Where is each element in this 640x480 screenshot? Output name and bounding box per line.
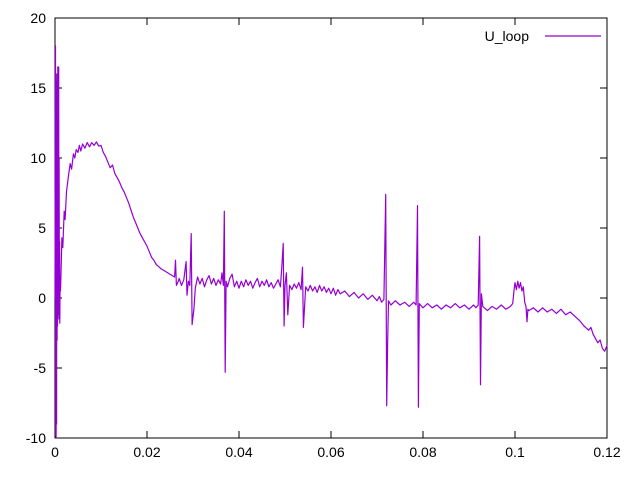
series-u-loop-line [54, 45, 608, 439]
x-tick-label: 0.04 [225, 444, 252, 460]
legend-label-u-loop: U_loop [485, 28, 530, 44]
x-tick-label: 0 [51, 444, 59, 460]
y-tick-label: 10 [30, 150, 46, 166]
y-tick-label: 20 [30, 10, 46, 26]
axis-tick-labels: 0 0.02 0.04 0.06 0.08 0.1 0.12 -10 -5 0 5 10 15 20 [26, 10, 621, 460]
x-tick-label: 0.02 [133, 444, 160, 460]
y-tick-label: 15 [30, 80, 46, 96]
x-tick-label: 0.06 [317, 444, 344, 460]
legend: U_loop [485, 28, 601, 44]
x-tick-label: 0.12 [593, 444, 620, 460]
x-tick-label: 0.1 [505, 444, 525, 460]
y-tick-label: 0 [38, 290, 46, 306]
y-tick-label: -5 [34, 360, 47, 376]
y-tick-label: -10 [26, 430, 46, 446]
x-tick-label: 0.08 [409, 444, 436, 460]
y-tick-label: 5 [38, 220, 46, 236]
